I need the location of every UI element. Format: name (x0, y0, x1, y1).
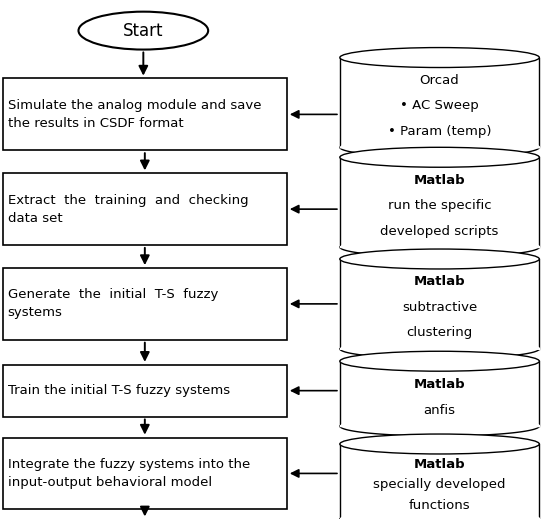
Text: Orcad: Orcad (420, 74, 459, 87)
Bar (3, 79, 287, 150)
Text: functions: functions (409, 499, 470, 512)
Bar (3, 268, 287, 340)
Text: Train the initial T-S fuzzy systems: Train the initial T-S fuzzy systems (8, 384, 230, 397)
Text: developed scripts: developed scripts (381, 225, 499, 238)
Ellipse shape (340, 351, 540, 371)
Bar (340, 444, 540, 519)
Text: Matlab: Matlab (414, 378, 465, 391)
Ellipse shape (340, 434, 540, 454)
Text: Extract  the  training  and  checking
data set: Extract the training and checking data s… (8, 193, 248, 225)
Bar (3, 173, 287, 245)
Text: Integrate the fuzzy systems into the
input-output behavioral model: Integrate the fuzzy systems into the inp… (8, 458, 250, 489)
Bar (340, 157, 540, 247)
Bar (3, 437, 287, 509)
Text: Matlab: Matlab (414, 458, 465, 471)
Text: • AC Sweep: • AC Sweep (400, 99, 479, 112)
Bar (3, 365, 287, 417)
Text: Matlab: Matlab (414, 174, 465, 187)
Text: specially developed: specially developed (373, 478, 506, 491)
Ellipse shape (340, 147, 540, 167)
Text: Generate  the  initial  T-S  fuzzy
systems: Generate the initial T-S fuzzy systems (8, 289, 218, 319)
Text: subtractive: subtractive (402, 301, 477, 314)
Ellipse shape (340, 47, 540, 68)
Text: run the specific: run the specific (388, 199, 491, 212)
Ellipse shape (340, 249, 540, 269)
Text: • Param (temp): • Param (temp) (388, 125, 491, 138)
Bar (340, 361, 540, 426)
Text: Simulate the analog module and save
the results in CSDF format: Simulate the analog module and save the … (8, 99, 261, 130)
Bar (340, 259, 540, 349)
Ellipse shape (79, 11, 208, 49)
Bar (340, 58, 540, 147)
Text: Start: Start (123, 22, 163, 40)
Text: anfis: anfis (424, 404, 455, 417)
Text: clustering: clustering (406, 327, 472, 340)
Text: Matlab: Matlab (414, 275, 465, 288)
